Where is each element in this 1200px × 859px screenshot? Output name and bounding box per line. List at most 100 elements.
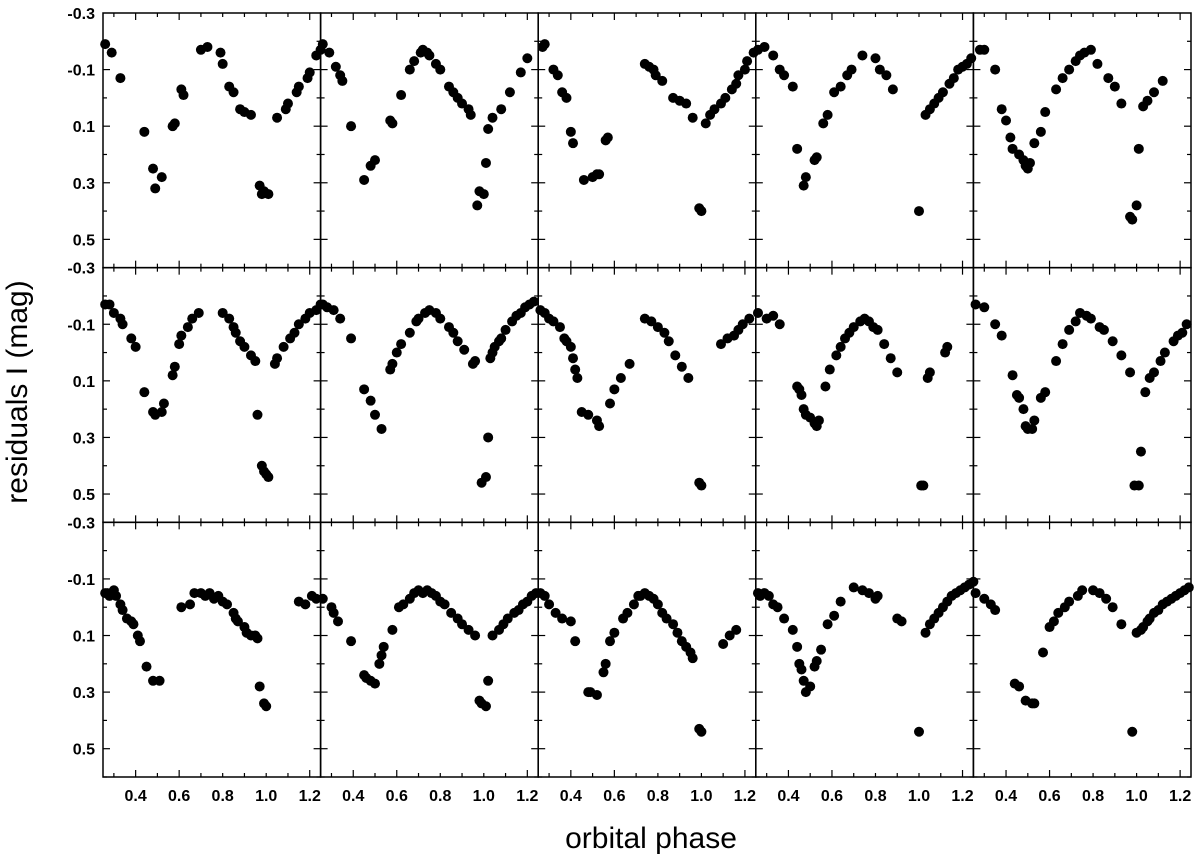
data-point — [1101, 593, 1112, 604]
data-point — [404, 327, 415, 338]
data-point — [657, 75, 668, 86]
data-point — [920, 627, 931, 638]
data-point — [1092, 58, 1103, 69]
data-point — [187, 313, 198, 324]
panel-frame — [319, 521, 539, 778]
data-point — [391, 347, 402, 358]
data-point — [687, 653, 698, 664]
data-point — [282, 98, 293, 109]
data-point — [126, 333, 137, 344]
data-point — [583, 409, 594, 420]
data-point — [824, 364, 835, 375]
x-tick-label: 0.6 — [821, 788, 843, 805]
data-point — [480, 472, 491, 483]
data-point — [742, 56, 753, 67]
data-point — [996, 330, 1007, 341]
data-point — [624, 358, 635, 369]
data-point — [1149, 367, 1160, 378]
data-point — [672, 627, 683, 638]
data-point — [459, 344, 470, 355]
data-point — [359, 174, 370, 185]
data-point — [446, 607, 457, 618]
data-point — [1094, 588, 1105, 599]
data-point — [317, 39, 328, 50]
data-point — [252, 633, 263, 644]
data-point — [646, 316, 657, 327]
data-point — [990, 64, 1001, 75]
data-point — [1007, 143, 1018, 154]
data-point — [539, 39, 550, 50]
data-point — [470, 630, 481, 641]
data-point — [548, 316, 559, 327]
data-point — [1177, 327, 1188, 338]
data-point — [1183, 582, 1194, 593]
data-point — [1024, 157, 1035, 168]
y-tick-label: 0.5 — [73, 742, 95, 759]
data-point — [300, 599, 311, 610]
data-point — [117, 605, 128, 616]
data-point — [169, 118, 180, 129]
data-point — [668, 619, 679, 630]
data-point — [1057, 339, 1068, 350]
data-point — [554, 322, 565, 333]
panel-frame — [537, 266, 757, 524]
data-point — [404, 64, 415, 75]
data-point — [182, 322, 193, 333]
data-point — [652, 322, 663, 333]
data-point — [480, 157, 491, 168]
data-point — [600, 658, 611, 669]
panel-frame — [972, 521, 1192, 778]
data-point — [1064, 64, 1075, 75]
data-point — [816, 644, 827, 655]
data-point — [230, 327, 241, 338]
panel-frame — [102, 266, 322, 524]
data-point — [1001, 115, 1012, 126]
data-point — [254, 681, 265, 692]
data-point — [752, 307, 763, 318]
data-point — [480, 701, 491, 712]
x-tick-label: 1.0 — [1125, 788, 1147, 805]
data-point — [650, 70, 661, 81]
data-point — [578, 174, 589, 185]
data-point — [811, 655, 822, 666]
data-point — [328, 607, 339, 618]
data-point — [365, 395, 376, 406]
data-point — [676, 361, 687, 372]
data-point — [970, 588, 981, 599]
data-point — [522, 53, 533, 64]
data-point — [496, 104, 507, 115]
data-point — [224, 313, 235, 324]
data-point — [106, 47, 117, 58]
panel-frame — [755, 521, 975, 778]
data-point — [252, 409, 263, 420]
data-point — [652, 599, 663, 610]
data-point — [720, 92, 731, 103]
data-point — [328, 305, 339, 316]
data-point — [1107, 602, 1118, 613]
data-point — [496, 333, 507, 344]
data-point — [835, 81, 846, 92]
data-point — [568, 353, 579, 364]
data-point — [924, 367, 935, 378]
x-tick-label: 0.6 — [603, 788, 625, 805]
data-point — [966, 53, 977, 64]
data-point — [602, 132, 613, 143]
data-point — [1018, 404, 1029, 415]
y-tick-label: 0.3 — [73, 176, 95, 193]
data-point — [228, 87, 239, 98]
data-point — [483, 432, 494, 443]
data-point — [918, 480, 929, 491]
x-tick-label: 0.8 — [1082, 788, 1104, 805]
x-tick-label: 0.8 — [429, 788, 451, 805]
data-point — [261, 701, 272, 712]
data-point — [1181, 319, 1192, 330]
data-point — [1085, 313, 1096, 324]
data-point — [337, 75, 348, 86]
data-point — [1127, 726, 1138, 737]
data-point — [448, 327, 459, 338]
data-point — [942, 341, 953, 352]
data-point — [594, 169, 605, 180]
data-point — [796, 664, 807, 675]
data-point — [1007, 370, 1018, 381]
